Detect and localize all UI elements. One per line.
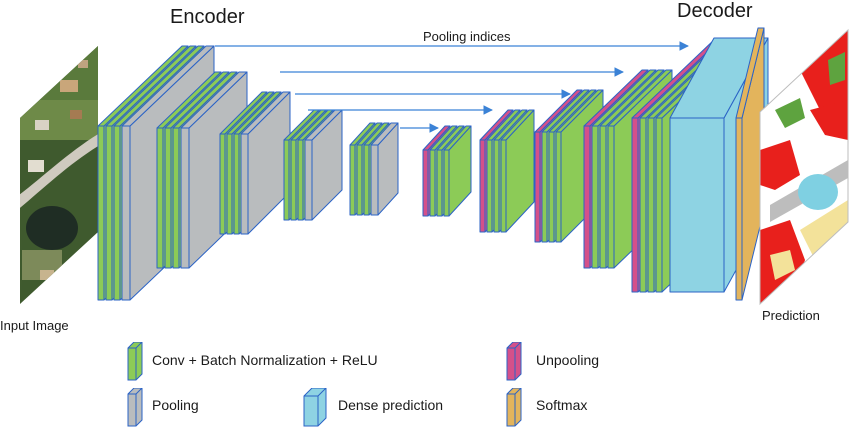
prediction-map <box>759 28 849 306</box>
unpool-legend-icon <box>506 342 522 381</box>
block-pool-16 <box>304 109 343 221</box>
legend-label-softmax: Softmax <box>536 397 588 413</box>
decoder-title: Decoder <box>677 0 753 22</box>
block-conv-28 <box>500 109 535 233</box>
legend-label-pool: Pooling <box>152 397 199 413</box>
block-pool-12 <box>240 91 291 235</box>
block-pool-20 <box>370 122 399 216</box>
dense-legend-icon <box>303 388 327 427</box>
pooling-indices-arrows <box>215 41 689 133</box>
input-image <box>20 46 98 304</box>
softmax-legend-icon <box>506 388 522 427</box>
input-image-label: Input Image <box>0 318 69 333</box>
block-conv-24 <box>443 125 472 217</box>
encoder-title: Encoder <box>170 6 245 28</box>
network-blocks <box>97 27 769 301</box>
prediction-label: Prediction <box>762 308 820 323</box>
conv-legend-icon <box>127 342 143 381</box>
pooling-indices-label: Pooling indices <box>423 29 511 44</box>
legend-label-conv: Conv + Batch Normalization + ReLU <box>152 352 378 368</box>
pool-legend-icon <box>127 388 143 427</box>
legend-label-unpool: Unpooling <box>536 352 600 368</box>
legend-label-dense: Dense prediction <box>338 397 444 413</box>
